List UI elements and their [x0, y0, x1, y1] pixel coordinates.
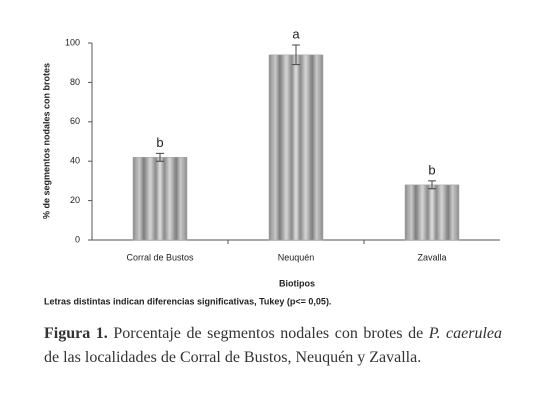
- significance-letter: b: [428, 162, 435, 177]
- x-tick-label: Zavalla: [417, 252, 446, 262]
- figure-caption: Figura 1. Porcentaje de segmentos nodale…: [44, 322, 502, 369]
- bar: [404, 184, 460, 241]
- footnote: Letras distintas indican diferencias sig…: [44, 296, 331, 306]
- x-axis-title: Biotipos: [279, 278, 315, 288]
- y-tick-label: 20: [70, 195, 80, 205]
- error-bar: [292, 44, 300, 66]
- chart: % de segmentos nodales con brotes Biotip…: [41, 26, 500, 306]
- caption-text: Porcentaje de segmentos nodales con brot…: [113, 325, 424, 342]
- significance-letter: b: [156, 135, 163, 150]
- y-axis-title: % de segmentos nodales con brotes: [41, 63, 51, 219]
- error-bar: [156, 152, 164, 162]
- bar: [132, 157, 188, 241]
- y-tick-label: 0: [75, 234, 80, 244]
- significance-letter: a: [292, 26, 300, 41]
- caption-text: de las localidades de Corral de Bustos, …: [44, 348, 422, 366]
- error-bar: [428, 180, 436, 190]
- y-tick-label: 60: [70, 116, 80, 126]
- caption-label: Figura 1.: [44, 325, 108, 342]
- x-tick-label: Neuquén: [278, 252, 315, 262]
- x-tick-label: Corral de Bustos: [126, 252, 194, 262]
- species-name: P. caerulea: [428, 325, 503, 342]
- y-tick-label: 80: [70, 77, 80, 87]
- bar: [268, 54, 324, 241]
- y-tick-label: 100: [65, 37, 80, 47]
- y-tick-label: 40: [70, 156, 80, 166]
